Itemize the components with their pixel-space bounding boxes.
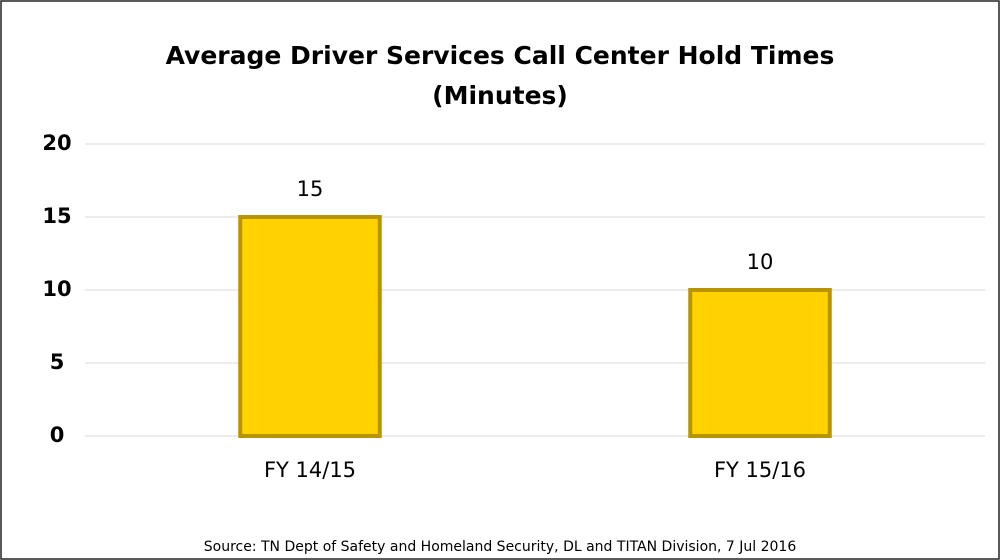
source-note: Source: TN Dept of Safety and Homeland S… [204, 539, 797, 555]
y-tick-label: 15 [42, 204, 71, 228]
chart-subtitle: (Minutes) [432, 81, 568, 110]
bar [688, 288, 832, 438]
y-tick-label: 0 [50, 423, 65, 447]
x-tick-label: FY 14/15 [264, 458, 356, 482]
x-tick-label: FY 15/16 [714, 458, 806, 482]
data-label: 15 [297, 177, 324, 201]
data-label: 10 [747, 250, 774, 274]
bar [238, 215, 382, 438]
y-tick-label: 10 [42, 277, 71, 301]
y-tick-label: 5 [50, 350, 65, 374]
chart-title: Average Driver Services Call Center Hold… [166, 41, 835, 70]
y-tick-label: 20 [42, 131, 71, 155]
